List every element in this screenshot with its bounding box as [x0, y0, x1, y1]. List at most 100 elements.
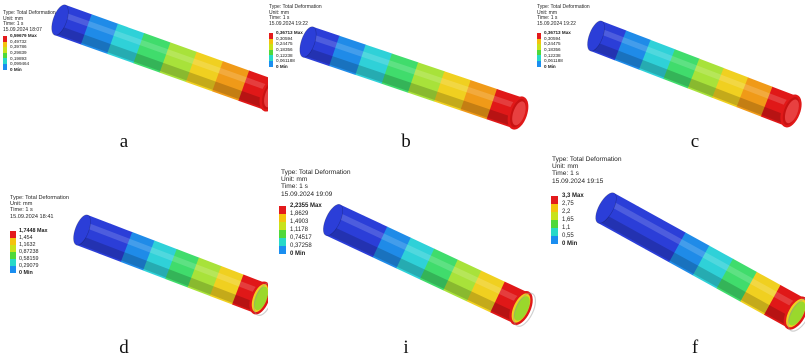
- pipe-highlight: [83, 221, 264, 296]
- legend-swatch: [3, 58, 7, 64]
- legend-label: 0,18356: [276, 46, 293, 52]
- result-time: Time: 1 s: [10, 207, 33, 214]
- pipe-band: [645, 219, 686, 263]
- legend-swatch: [537, 44, 541, 50]
- pipe-start-cap: [73, 214, 91, 246]
- legend-label: 1,1: [562, 225, 571, 231]
- legend-entry: 0 Min: [3, 67, 37, 76]
- pipe-model: [51, 4, 268, 112]
- legend-label: 0,099464: [10, 61, 30, 67]
- legend-swatch: [551, 204, 558, 212]
- legend-entry: 0,19893: [3, 55, 37, 64]
- pipe-highlight: [597, 27, 795, 109]
- pipe-highlight: [334, 211, 525, 305]
- pipe-band: [712, 67, 749, 108]
- legend-swatch: [537, 55, 541, 61]
- pipe-band: [460, 80, 498, 120]
- panel-i: Type: Total Deformation Unit: mm Time: 1…: [268, 169, 536, 358]
- panel-c: Type: Total Deformation Unit: mm Time: 1…: [536, 0, 805, 178]
- legend-label: 0,19893: [10, 55, 27, 61]
- legend-entry: 1,454: [10, 234, 47, 245]
- legend-entry: 0,49732: [3, 39, 37, 48]
- legend-swatch: [551, 220, 558, 228]
- legend-swatch: [537, 60, 541, 67]
- result-date: 15.09.2024 19:22: [537, 20, 576, 27]
- pipe-band: [98, 223, 133, 263]
- legend-swatch: [269, 44, 273, 50]
- legend-entry: 2,2: [551, 209, 584, 220]
- pipe-inner-wall: [512, 101, 526, 126]
- pipe-band: [597, 193, 639, 237]
- result-date: 15.09.2024 19:15: [552, 177, 604, 185]
- legend-swatch: [10, 266, 16, 273]
- undeformed-outline: [513, 292, 536, 327]
- legend-entry: 3,3 Max: [551, 193, 584, 204]
- legend-swatch: [537, 33, 541, 39]
- legend-entry: 0,12238: [537, 52, 571, 61]
- legend-label: 0 Min: [19, 269, 33, 276]
- legend-label: 2,2: [562, 209, 571, 215]
- legend-entry: 0 Min: [10, 269, 47, 280]
- legend-swatch: [269, 60, 273, 67]
- legend-entry: 0,87238: [10, 249, 47, 259]
- legend-label: 0,12238: [544, 52, 561, 58]
- legend-entry: 0 Min: [537, 64, 571, 73]
- pipe-highlight: [607, 199, 801, 311]
- legend-entry: 0,58159: [10, 256, 47, 266]
- result-info: Type: Total Deformation Unit: mm Time: 1…: [537, 4, 590, 27]
- pipe-band: [663, 49, 700, 89]
- legend-swatch: [551, 236, 558, 244]
- legend-label: 0 Min: [290, 251, 306, 257]
- result-info: Type: Total Deformation Unit: mm Time: 1…: [269, 4, 322, 27]
- legend-swatch: [269, 33, 273, 39]
- result-type: Type: Total Deformation: [3, 10, 56, 16]
- legend-entry: 2,75: [551, 201, 584, 212]
- pipe-start-cap: [51, 4, 69, 36]
- legend-entry: 0,36713 Max: [537, 30, 571, 39]
- legend-swatch: [3, 63, 7, 70]
- legend-swatch: [3, 52, 7, 59]
- color-legend: 2,2355 Max 1,8629 1,4903 1,1178 0,74517 0,372…: [279, 203, 322, 262]
- pipe-band: [212, 61, 250, 101]
- legend-swatch: [279, 214, 286, 222]
- legend-entry: 0,36713 Max: [269, 30, 303, 39]
- result-info: Type: Total Deformation Unit: mm Time: 1…: [3, 10, 56, 33]
- pipe-band: [133, 33, 171, 73]
- result-unit: Unit: mm: [10, 201, 33, 208]
- panel-letter: f: [691, 337, 699, 358]
- legend-label: 0,30594: [544, 35, 561, 41]
- pipe-model: [299, 26, 529, 130]
- legend-swatch: [279, 206, 286, 214]
- result-time: Time: 1 s: [552, 170, 579, 178]
- legend-entry: 0 Min: [269, 64, 303, 73]
- undeformed-outline: [787, 298, 805, 332]
- panel-d: Type: Total Deformation Unit: mm Time: 1…: [0, 178, 268, 358]
- panel-letter: i: [403, 337, 409, 358]
- legend-entry: 0,30594: [537, 35, 571, 45]
- pipe-shade: [303, 47, 517, 127]
- result-date: 15.09.2024 19:09: [281, 190, 333, 198]
- legend-swatch: [269, 49, 273, 56]
- legend-label: 0,39786: [10, 44, 27, 50]
- legend-entry: 0,24475: [269, 41, 303, 50]
- legend-swatch: [10, 252, 16, 259]
- pipe-band: [716, 258, 758, 302]
- pipe-inner-wall: [253, 286, 268, 311]
- color-legend: 1,7448 Max 1,454 1,1632 0,87238 0,58159 0,290…: [10, 227, 48, 280]
- legend-entry: 0,099464: [3, 61, 37, 70]
- legend-label: 1,454: [19, 234, 33, 241]
- panel-letter: d: [119, 337, 129, 358]
- result-type: Type: Total Deformation: [269, 4, 322, 10]
- result-unit: Unit: mm: [281, 176, 308, 184]
- legend-label: 0,30594: [276, 35, 293, 41]
- legend-entry: 0,18356: [269, 46, 303, 56]
- pipe-model: [73, 214, 268, 316]
- panel-a: Type: Total Deformation Unit: mm Time: 1…: [0, 0, 268, 178]
- pipe-band: [692, 245, 734, 289]
- legend-entry: 0,74517: [279, 235, 322, 246]
- pipe-start-cap: [587, 20, 605, 52]
- legend-label: 0,36713 Max: [544, 30, 571, 36]
- legend-entry: 0,59679 Max: [3, 33, 37, 42]
- legend-entry: 1,1632: [10, 242, 47, 252]
- legend-label: 1,7448 Max: [19, 227, 48, 234]
